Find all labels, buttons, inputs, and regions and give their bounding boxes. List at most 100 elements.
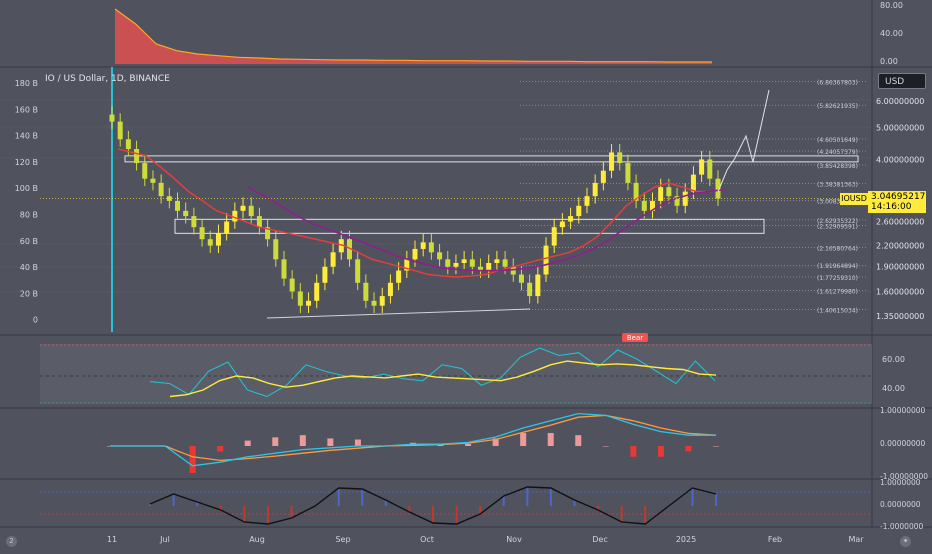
candle-body — [633, 182, 639, 201]
ma-fast-line — [117, 148, 726, 278]
fib-label: (2.16580764) — [817, 246, 858, 253]
candle-body — [478, 266, 484, 271]
price-axis-label: 1.90000000 — [876, 263, 924, 272]
candle-body — [502, 259, 508, 267]
fib-label: (1.61279980) — [817, 289, 858, 296]
candle-body — [617, 152, 623, 164]
candle-body — [412, 248, 418, 260]
volume-axis-label: 180 B — [15, 79, 38, 88]
macd-hist-bar — [547, 433, 554, 446]
rsi-fast-line — [149, 347, 716, 398]
bear-label-box — [622, 333, 648, 342]
fib-label: (3.38381363) — [817, 182, 858, 189]
macd-hist-bar — [189, 446, 196, 473]
candle-body — [199, 227, 205, 240]
rsi-axis-label: 40.00 — [882, 384, 905, 393]
macd-hist-bar — [602, 446, 609, 447]
fib-label: (3.85428398) — [817, 163, 858, 170]
candle-body — [142, 163, 148, 179]
candle-body — [486, 262, 492, 271]
price-axis-label: 4.00000000 — [876, 155, 924, 164]
candle-body — [584, 196, 590, 206]
chart-title: IO / US Dollar, 1D, BINANCE — [45, 74, 170, 84]
candle-body — [134, 149, 140, 164]
volume-axis-label: 100 B — [15, 184, 38, 193]
candle-body — [240, 205, 246, 211]
volume-axis-label: 40 B — [20, 263, 38, 272]
fib-label: (2.52909591) — [817, 223, 858, 230]
candle-body — [158, 182, 164, 197]
volume-area — [115, 9, 712, 64]
candle-body — [273, 239, 279, 260]
candle-body — [215, 233, 221, 246]
candle-body — [609, 152, 615, 171]
candle-body — [707, 159, 713, 179]
fib-label: (1.91964894) — [817, 263, 858, 270]
volume-axis-label: 120 B — [15, 158, 38, 167]
price-axis-label: 5.00000000 — [876, 123, 924, 132]
fib-label: (3.00838343) — [817, 198, 858, 205]
candle-body — [183, 210, 189, 217]
price-axis-label: 1.35000000 — [876, 312, 924, 321]
tv-logo-icon[interactable]: ✦ — [900, 536, 911, 547]
time-axis-label: Jul — [159, 535, 170, 544]
time-axis-label: Dec — [592, 535, 607, 544]
candle-body — [715, 178, 721, 199]
price-axis-label: 2.20000000 — [876, 242, 924, 251]
resistance-box — [124, 155, 859, 163]
volume-axis-label: 60 B — [20, 237, 38, 246]
candle-body — [404, 259, 410, 271]
support-box — [174, 218, 765, 234]
candle-body — [150, 178, 156, 183]
rsi-line — [169, 360, 717, 398]
volume-axis-label: 80 B — [20, 211, 38, 220]
bear-label: Bear — [627, 334, 643, 342]
candle-body — [428, 242, 434, 253]
rsi-band — [40, 344, 872, 404]
time-axis-label: Oct — [420, 535, 434, 544]
candle-body — [297, 291, 303, 306]
candle-body — [527, 282, 533, 297]
candle-body — [674, 196, 680, 206]
currency-button[interactable]: USD — [878, 73, 926, 89]
candle-body — [207, 239, 213, 246]
candle-body — [322, 266, 328, 283]
candle-body — [256, 216, 262, 228]
osc-line — [149, 486, 717, 525]
fib-label: (6.86367803) — [817, 80, 858, 87]
fib-label: (5.82621935) — [817, 103, 858, 110]
top-axis-label: 0.00 — [880, 57, 898, 66]
time-axis-label: 2025 — [676, 535, 696, 544]
candle-body — [551, 227, 557, 246]
candle-body — [649, 200, 655, 211]
volume-axis-label: 140 B — [15, 132, 38, 141]
candle-body — [191, 216, 197, 228]
candle-body — [396, 270, 402, 283]
volume-axis-label: 20 B — [20, 289, 38, 298]
corner-left-badge[interactable]: 2 — [6, 536, 17, 547]
candle-body — [281, 259, 287, 279]
candle-body — [306, 300, 312, 306]
macd-hist-bar — [244, 440, 251, 446]
candle-body — [420, 242, 426, 249]
candle-body — [379, 296, 385, 306]
candle-body — [469, 259, 475, 267]
candle-body — [125, 139, 131, 150]
candle-body — [437, 252, 443, 260]
volume-axis-label: 0 — [33, 316, 38, 325]
candle-body — [592, 182, 598, 197]
price-axis-label: 6.00000000 — [876, 97, 924, 106]
macd-axis-label: 1.00000000 — [880, 406, 926, 415]
candle-body — [576, 205, 582, 217]
osc-axis-label: 0.0000000 — [880, 500, 921, 509]
candle-body — [461, 259, 467, 263]
trend-line — [266, 308, 531, 319]
candle-body — [346, 239, 352, 260]
candle-body — [330, 252, 336, 267]
candle-body — [363, 282, 369, 301]
ma-slow-line — [247, 186, 726, 272]
time-axis-label: Nov — [506, 535, 522, 544]
candle-body — [690, 174, 696, 192]
